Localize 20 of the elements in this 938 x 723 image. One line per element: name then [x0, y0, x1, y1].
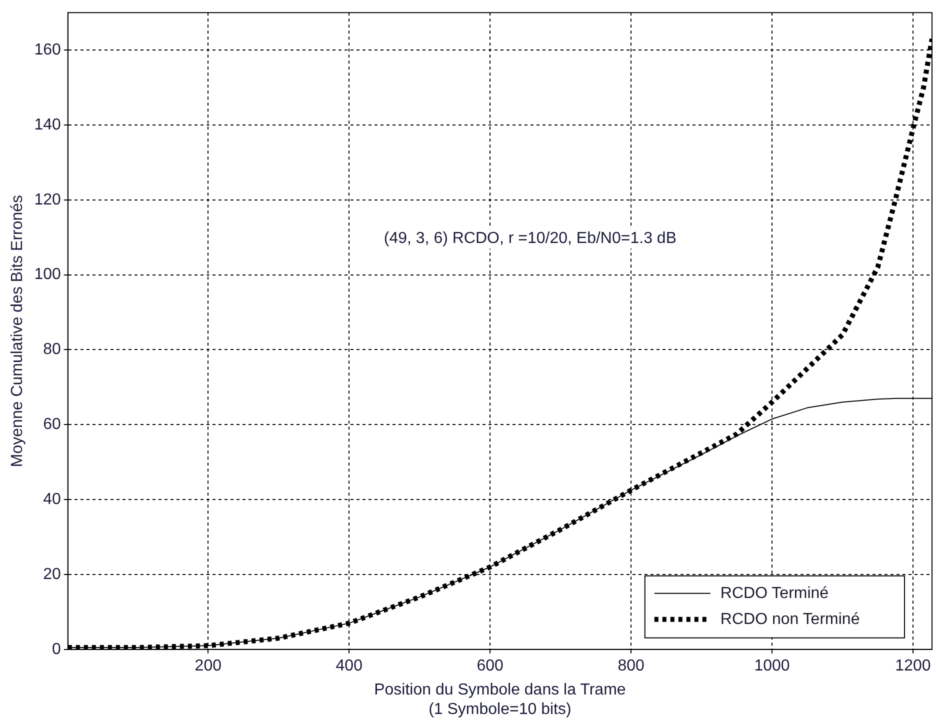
- x-tick-label: 200: [194, 657, 222, 674]
- y-tick-label: 40: [43, 490, 61, 508]
- x-tick-label: 1000: [754, 657, 790, 674]
- x-tick-label: 600: [476, 657, 504, 674]
- y-tick-label: 60: [43, 416, 61, 434]
- y-tick-label: 80: [43, 341, 61, 358]
- x-tick-label: 1200: [895, 657, 931, 674]
- y-tick-label: 100: [34, 266, 61, 284]
- y-tick-label: 20: [43, 566, 61, 583]
- x-tick-label: 800: [618, 657, 644, 674]
- legend-label: RCDO Terminé: [720, 584, 829, 602]
- y-tick-label: 0: [52, 640, 61, 658]
- x-axis-title: Position du Symbole dans la Trame (1 Symbole=10 bits): [374, 682, 626, 718]
- y-axis-title: Moyenne Cumulative des Bits Erronés: [9, 194, 26, 468]
- y-tick-label: 160: [34, 41, 61, 58]
- y-tick-label: 140: [34, 116, 61, 134]
- y-tick-label: 120: [34, 191, 61, 208]
- x-tick-label: 400: [336, 657, 363, 674]
- legend-label: RCDO non Terminé: [720, 610, 860, 628]
- annotation: (49, 3, 6) RCDO, r =10/20, Eb/N0=1.3 dB: [384, 230, 676, 248]
